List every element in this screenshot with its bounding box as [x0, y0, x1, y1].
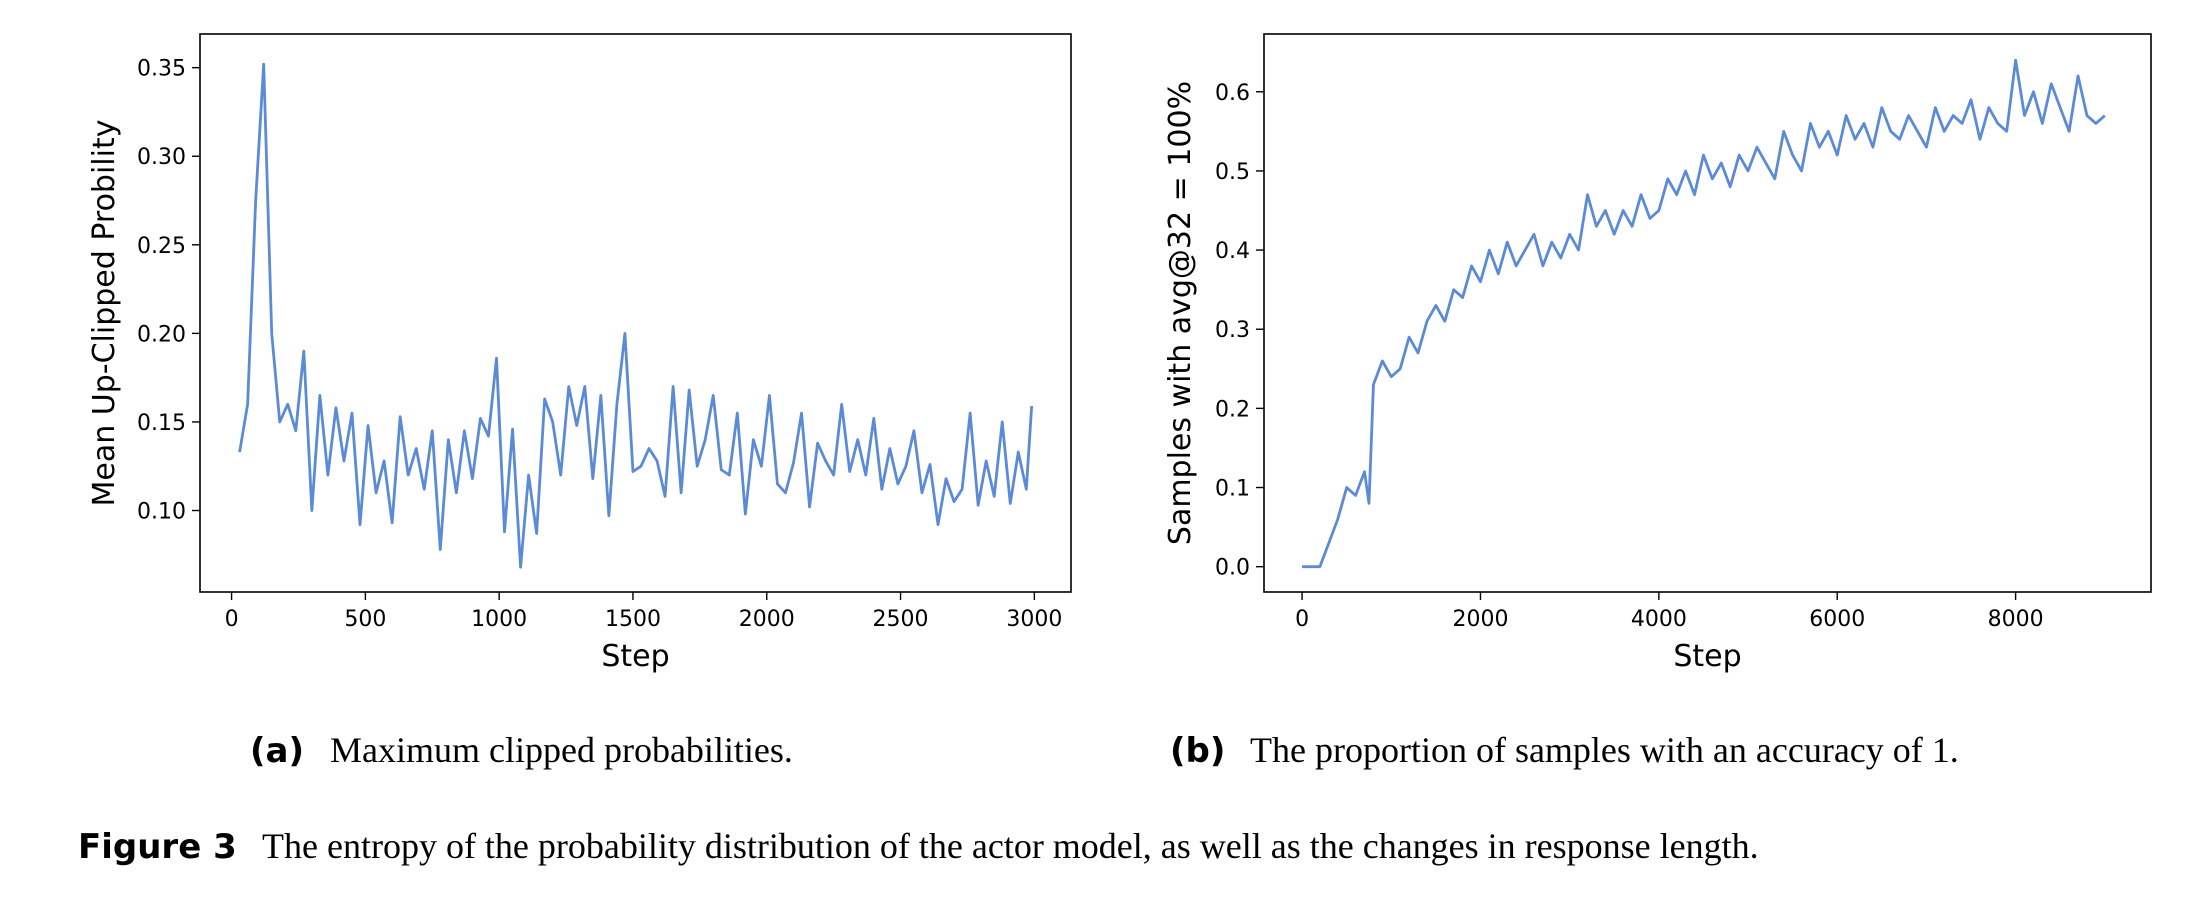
figure-label: Figure 3 — [78, 827, 237, 867]
axes-frame — [199, 33, 1072, 593]
y-tick-label: 0.35 — [137, 57, 186, 82]
x-tick-label: 2000 — [739, 607, 795, 632]
x-tick-label: 8000 — [1988, 607, 2044, 632]
x-tick-label: 6000 — [1809, 607, 1865, 632]
x-tick-label: 500 — [344, 607, 386, 632]
y-tick-label: 0.30 — [137, 145, 186, 170]
x-tick-label: 1000 — [471, 607, 527, 632]
x-axis-label: Step — [601, 639, 669, 674]
y-tick-label: 0.5 — [1215, 160, 1250, 185]
x-tick-label: 0 — [225, 607, 239, 632]
y-tick-label: 0.15 — [137, 411, 186, 436]
line — [1302, 58, 2106, 569]
y-tick-label: 0.2 — [1215, 397, 1250, 422]
y-axis-label: Mean Up-Clipped Probility — [87, 120, 122, 507]
line — [238, 62, 1034, 569]
x-tick-label: 4000 — [1631, 607, 1687, 632]
caption-label: (b) — [1170, 731, 1225, 771]
y-tick-label: 0.4 — [1215, 239, 1250, 264]
axes-frame — [1263, 33, 2152, 593]
figure-caption: The entropy of the probability distribut… — [262, 826, 1759, 866]
y-tick-label: 0.6 — [1215, 81, 1250, 106]
x-tick-label: 2500 — [873, 607, 929, 632]
x-tick-label: 2000 — [1452, 607, 1508, 632]
x-tick-label: 1500 — [605, 607, 661, 632]
y-axis-label: Samples with avg@32 = 100% — [1163, 81, 1198, 545]
caption: Maximum clipped probabilities. — [330, 730, 793, 770]
caption: The proportion of samples with an accura… — [1250, 730, 1959, 770]
y-tick-label: 0.3 — [1215, 318, 1250, 343]
y-tick-label: 0.20 — [137, 322, 186, 347]
x-tick-label: 3000 — [1006, 607, 1062, 632]
y-tick-label: 0.1 — [1215, 477, 1250, 502]
y-tick-label: 0.0 — [1215, 556, 1250, 581]
x-axis-label: Step — [1673, 639, 1741, 674]
y-tick-label: 0.10 — [137, 500, 186, 525]
x-tick-label: 0 — [1295, 607, 1309, 632]
y-tick-label: 0.25 — [137, 234, 186, 259]
caption-label: (a) — [250, 731, 304, 771]
